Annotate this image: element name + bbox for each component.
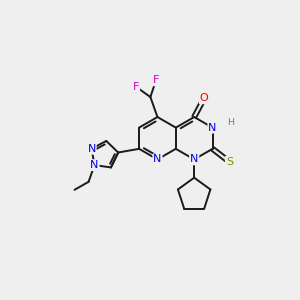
Text: O: O: [200, 93, 208, 103]
Text: F: F: [153, 75, 159, 85]
Text: N: N: [87, 144, 96, 154]
Text: S: S: [226, 157, 233, 167]
Text: N: N: [153, 154, 162, 164]
Text: N: N: [190, 154, 198, 164]
Text: N: N: [208, 123, 217, 133]
Text: H: H: [227, 118, 234, 127]
Text: F: F: [133, 82, 139, 92]
Text: N: N: [90, 160, 99, 170]
